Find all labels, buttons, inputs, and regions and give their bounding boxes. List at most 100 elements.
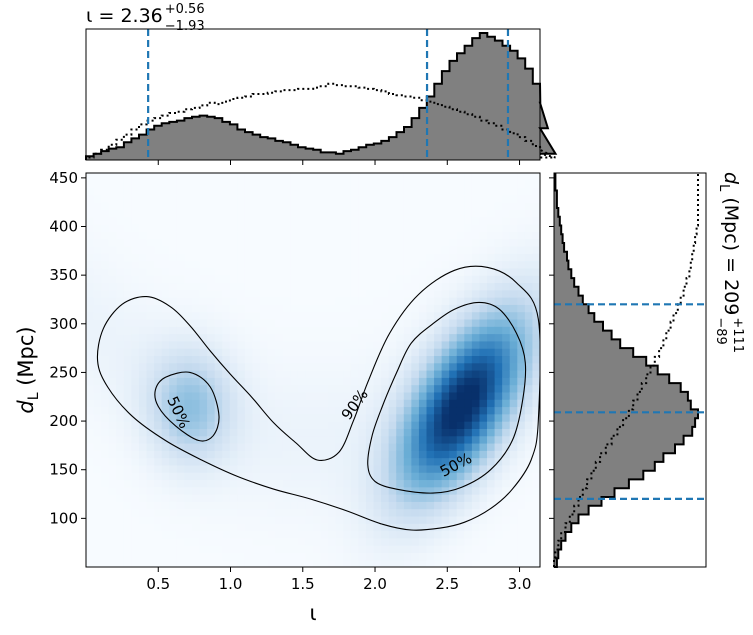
heatmap-cell bbox=[373, 428, 382, 437]
heatmap-cell bbox=[396, 318, 405, 327]
heatmap-cell bbox=[101, 275, 110, 284]
heatmap-cell bbox=[138, 340, 148, 349]
heatmap-cell bbox=[426, 260, 435, 269]
heatmap-cell bbox=[403, 318, 412, 327]
heatmap-cell bbox=[396, 406, 405, 415]
heatmap-cell bbox=[260, 289, 269, 298]
heatmap-cell bbox=[388, 194, 397, 203]
heatmap-cell bbox=[237, 384, 246, 393]
heatmap-cell bbox=[396, 501, 405, 510]
heatmap-cell bbox=[509, 421, 518, 429]
heatmap-cell bbox=[487, 224, 496, 232]
heatmap-cell bbox=[434, 515, 443, 524]
heatmap-cell bbox=[464, 501, 473, 510]
heatmap-cell bbox=[123, 442, 132, 451]
heatmap-cell bbox=[184, 406, 193, 415]
heatmap-cell bbox=[509, 245, 518, 254]
heatmap-cell bbox=[471, 289, 481, 298]
heatmap-cell bbox=[199, 355, 208, 364]
heatmap-cell bbox=[509, 377, 518, 386]
heatmap-cell bbox=[297, 442, 307, 451]
heatmap-cell bbox=[244, 406, 254, 415]
heatmap-cell bbox=[464, 399, 473, 408]
heatmap-cell bbox=[161, 202, 170, 211]
heatmap-cell bbox=[207, 187, 216, 196]
heatmap-cell bbox=[524, 494, 534, 502]
heatmap-cell bbox=[381, 406, 390, 415]
heatmap-cell bbox=[93, 537, 102, 546]
heatmap-cell bbox=[123, 413, 132, 422]
heatmap-cell bbox=[93, 216, 102, 225]
heatmap-cell bbox=[305, 187, 314, 196]
heatmap-cell bbox=[131, 377, 140, 386]
heatmap-cell bbox=[207, 428, 216, 437]
heatmap-cell bbox=[267, 209, 276, 218]
heatmap-cell bbox=[494, 355, 503, 364]
heatmap-cell bbox=[237, 348, 246, 357]
heatmap-cell bbox=[123, 399, 132, 408]
heatmap-cell bbox=[517, 238, 526, 247]
heatmap-cell bbox=[343, 224, 352, 232]
heatmap-cell bbox=[328, 304, 337, 313]
heatmap-cell bbox=[313, 348, 322, 357]
heatmap-cell bbox=[176, 428, 185, 437]
heatmap-cell bbox=[267, 187, 276, 196]
heatmap-cell bbox=[343, 450, 352, 459]
heatmap-cell bbox=[146, 311, 155, 320]
heatmap-cell bbox=[403, 333, 412, 342]
heatmap-cell bbox=[524, 304, 534, 313]
heatmap-cell bbox=[184, 421, 193, 429]
heatmap-cell bbox=[403, 275, 412, 284]
heatmap-cell bbox=[487, 260, 496, 269]
heatmap-cell bbox=[434, 442, 443, 451]
heatmap-cell bbox=[191, 245, 201, 254]
heatmap-cell bbox=[184, 545, 193, 554]
heatmap-cell bbox=[252, 559, 261, 567]
heatmap-cell bbox=[517, 501, 526, 510]
heatmap-cell bbox=[313, 238, 322, 247]
heatmap-cell bbox=[365, 326, 375, 335]
heatmap-cell bbox=[434, 384, 443, 393]
heatmap-cell bbox=[275, 472, 284, 481]
heatmap-cell bbox=[509, 187, 518, 196]
heatmap-cell bbox=[502, 348, 511, 357]
heatmap-cell bbox=[282, 253, 291, 262]
heatmap-cell bbox=[199, 559, 208, 567]
heatmap-cell bbox=[131, 508, 140, 517]
heatmap-cell bbox=[108, 224, 117, 232]
heatmap-cell bbox=[441, 515, 450, 524]
heatmap-cell bbox=[449, 267, 458, 276]
heatmap-cell bbox=[154, 297, 163, 305]
heatmap-cell bbox=[146, 545, 155, 554]
heatmap-cell bbox=[365, 479, 375, 488]
heatmap-cell bbox=[93, 384, 102, 393]
heatmap-cell bbox=[267, 479, 276, 488]
heatmap-cell bbox=[101, 428, 110, 437]
heatmap-cell bbox=[373, 333, 382, 342]
heatmap-cell bbox=[207, 523, 216, 532]
heatmap-cell bbox=[532, 282, 540, 291]
heatmap-cell bbox=[275, 231, 284, 240]
heatmap-cell bbox=[532, 377, 540, 386]
heatmap-cell bbox=[244, 523, 254, 532]
heatmap-cell bbox=[373, 559, 382, 567]
heatmap-cell bbox=[426, 224, 435, 232]
heatmap-cell bbox=[297, 209, 307, 218]
heatmap-cell bbox=[184, 275, 193, 284]
heatmap-cell bbox=[108, 297, 117, 305]
heatmap-cell bbox=[381, 304, 390, 313]
heatmap-cell bbox=[517, 173, 526, 181]
heatmap-cell bbox=[479, 355, 488, 364]
heatmap-cell bbox=[396, 245, 405, 254]
heatmap-cell bbox=[343, 326, 352, 335]
heatmap-cell bbox=[524, 508, 534, 517]
heatmap-cell bbox=[441, 399, 450, 408]
heatmap-cell bbox=[305, 442, 314, 451]
heatmap-cell bbox=[244, 530, 254, 539]
heatmap-cell bbox=[502, 267, 511, 276]
heatmap-cell bbox=[101, 216, 110, 225]
heatmap-cell bbox=[93, 559, 102, 567]
heatmap-cell bbox=[305, 318, 314, 327]
heatmap-cell bbox=[449, 173, 458, 181]
heatmap-cell bbox=[509, 180, 518, 189]
